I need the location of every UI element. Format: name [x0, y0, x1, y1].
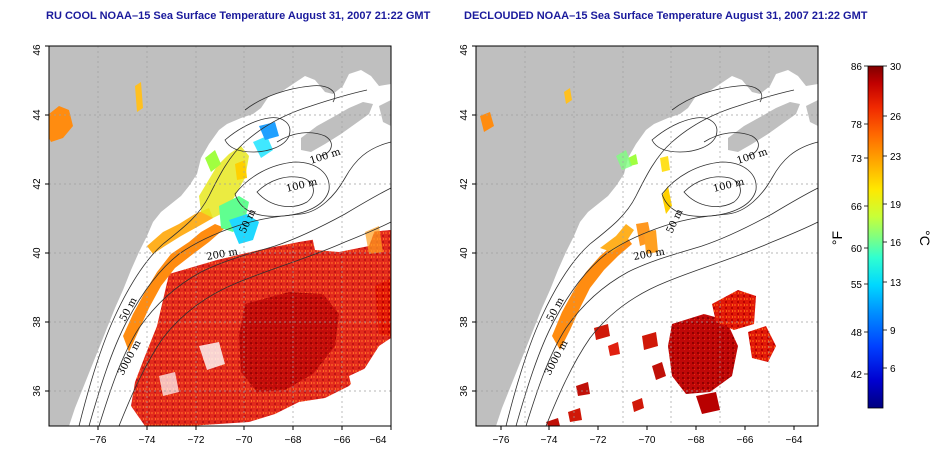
left-x-tick: −68: [285, 435, 302, 446]
right-y-axis: 36 38 40 42 44 46: [459, 44, 476, 397]
left-x-tick: −66: [334, 435, 351, 446]
left-y-tick: 38: [32, 316, 43, 328]
right-x-tick: −70: [639, 435, 656, 446]
colorbar-c-tick: 13: [890, 278, 902, 289]
right-x-tick: −64: [786, 435, 803, 446]
right-map: 100 m 100 m 50 m 200 m 50 m 3000 m: [475, 45, 819, 427]
colorbar-c-tick: 9: [890, 326, 896, 337]
left-map: 100 m 100 m 50 m 200 m 50 m 3000 m: [48, 45, 392, 427]
colorbar-c-tick: 30: [890, 62, 902, 73]
right-y-tick: 40: [459, 247, 470, 259]
left-x-tick: −64: [370, 435, 387, 446]
left-gridlines: [49, 46, 391, 426]
colorbar-f-tick: 86: [851, 62, 863, 73]
left-x-tick: −76: [90, 435, 107, 446]
right-y-tick: 42: [459, 178, 470, 190]
colorbar-c-tick: 26: [890, 112, 902, 123]
temperature-colorbar: 86 78 73 66 60 55 48 42 30 26 23 19 16 1…: [829, 62, 933, 409]
colorbar-gradient: [867, 65, 884, 409]
right-y-tick: 44: [459, 109, 470, 121]
colorbar-f-tick: 78: [851, 120, 863, 131]
colorbar-celsius-unit: °C: [917, 230, 933, 246]
left-x-tick: −72: [188, 435, 205, 446]
left-y-tick: 42: [32, 178, 43, 190]
left-x-tick: −70: [236, 435, 253, 446]
left-y-tick: 36: [32, 385, 43, 397]
colorbar-fahrenheit-unit: °F: [829, 231, 845, 245]
right-x-axis: −76 −74 −72 −70 −68 −66 −64: [493, 426, 803, 446]
left-x-tick: −74: [139, 435, 156, 446]
left-x-axis: −76 −74 −72 −70 −68 −66 −64: [90, 426, 392, 446]
right-gridlines: [476, 46, 818, 426]
right-map-title: DECLOUDED NOAA–15 Sea Surface Temperatur…: [464, 10, 868, 22]
left-map-title: RU COOL NOAA–15 Sea Surface Temperature …: [46, 10, 431, 22]
left-y-tick: 46: [32, 44, 43, 56]
right-x-tick: −76: [493, 435, 510, 446]
right-x-tick: −68: [688, 435, 705, 446]
right-y-tick: 46: [459, 44, 470, 56]
right-x-tick: −74: [541, 435, 558, 446]
right-x-tick: −66: [737, 435, 754, 446]
left-y-tick: 40: [32, 247, 43, 259]
right-y-tick: 38: [459, 316, 470, 328]
colorbar-f-tick: 66: [851, 202, 863, 213]
left-y-axis: 36 38 40 42 44 46: [32, 44, 49, 397]
right-x-tick: −72: [590, 435, 607, 446]
colorbar-c-tick: 19: [890, 200, 902, 211]
colorbar-f-tick: 42: [851, 370, 863, 381]
colorbar-c-tick: 16: [890, 238, 902, 249]
colorbar-c-tick: 23: [890, 152, 902, 163]
right-y-tick: 36: [459, 385, 470, 397]
colorbar-c-tick: 6: [890, 364, 896, 375]
colorbar-f-tick: 60: [851, 244, 863, 255]
colorbar-f-tick: 73: [851, 154, 863, 165]
left-sst-field: [49, 82, 391, 426]
left-y-tick: 44: [32, 109, 43, 121]
colorbar-f-tick: 48: [851, 328, 863, 339]
left-map-frame: [48, 45, 392, 427]
colorbar-f-tick: 55: [851, 280, 863, 291]
